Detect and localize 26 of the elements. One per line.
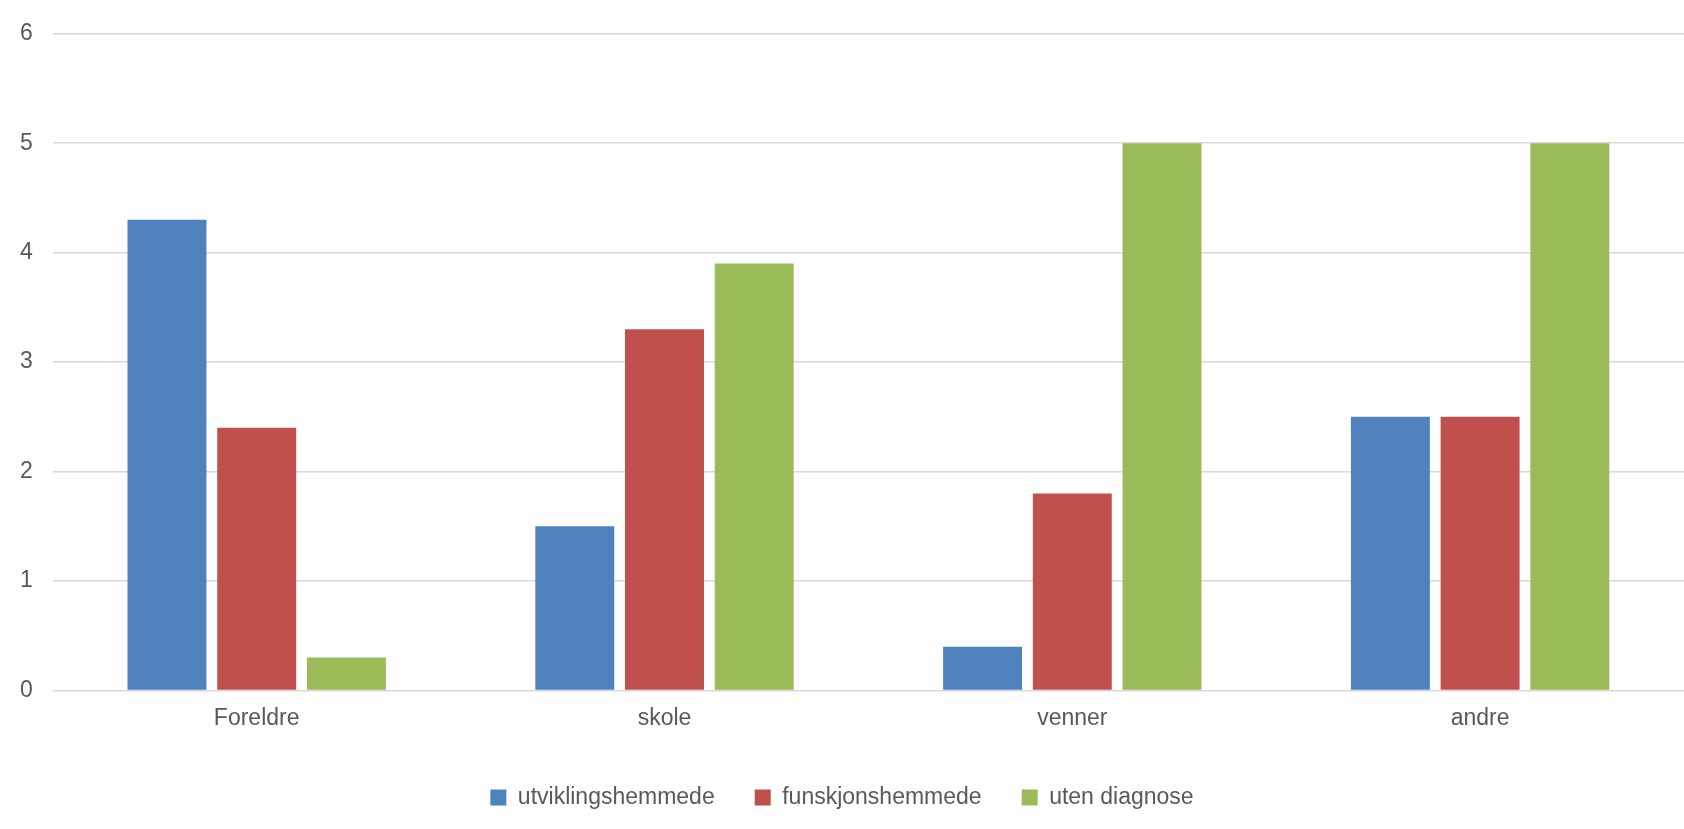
y-tick-label: 6 bbox=[19, 19, 33, 46]
x-tick-label: skole bbox=[637, 703, 692, 730]
bar bbox=[1122, 143, 1202, 690]
bar bbox=[127, 219, 207, 690]
bar bbox=[1350, 416, 1430, 690]
y-tick-label: 3 bbox=[19, 347, 33, 374]
bar bbox=[1032, 493, 1112, 690]
bar bbox=[714, 263, 794, 690]
x-tick-label: venner bbox=[1037, 703, 1108, 730]
legend-label: utviklingshemmede bbox=[517, 782, 715, 809]
x-tick-label: andre bbox=[1450, 703, 1510, 730]
legend-label: funskjonshemmede bbox=[782, 782, 982, 809]
y-tick-label: 1 bbox=[19, 566, 33, 593]
y-tick-label: 4 bbox=[19, 238, 33, 265]
bar bbox=[1440, 416, 1520, 690]
bar bbox=[625, 329, 704, 690]
bar bbox=[535, 526, 615, 690]
y-tick-label: 0 bbox=[19, 675, 33, 702]
legend-label: uten diagnose bbox=[1049, 782, 1194, 809]
bar bbox=[217, 427, 297, 690]
bar bbox=[1530, 143, 1610, 690]
x-tick-label: Foreldre bbox=[213, 703, 300, 730]
y-tick-label: 2 bbox=[19, 456, 33, 483]
bar bbox=[943, 646, 1023, 690]
y-tick-label: 5 bbox=[19, 128, 33, 155]
bar bbox=[306, 657, 386, 690]
